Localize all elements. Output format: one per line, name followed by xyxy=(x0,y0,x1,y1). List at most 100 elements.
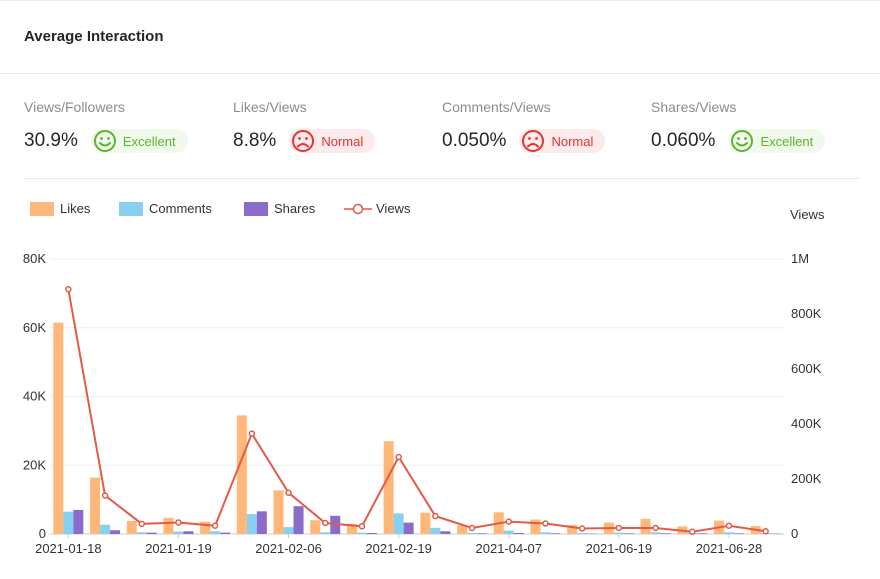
likes-bar xyxy=(640,518,651,534)
comments-bar xyxy=(540,532,551,534)
comments-bar xyxy=(100,524,111,534)
likes-bar xyxy=(126,520,137,534)
shares-bar xyxy=(403,522,414,534)
views-point xyxy=(322,519,329,527)
y-tick-label: 60K xyxy=(23,320,46,335)
comments-bar xyxy=(393,513,404,534)
likes-bar xyxy=(420,512,431,534)
shares-bar xyxy=(660,533,671,534)
comments-bar xyxy=(430,527,441,534)
legend-label: Comments xyxy=(149,201,212,216)
views-point xyxy=(65,286,72,293)
views-point xyxy=(468,524,476,532)
y2-tick-label: 600K xyxy=(791,361,822,376)
shares-bar xyxy=(146,532,157,534)
y2-axis-label: Views xyxy=(790,207,825,222)
likes-bar xyxy=(90,477,101,534)
x-tick-label: 2021-02-06 xyxy=(255,541,322,556)
metric-views-followers: Views/Followers 30.9% Excellent xyxy=(24,99,224,153)
shares-bar xyxy=(256,511,267,534)
shares-bar xyxy=(623,533,634,534)
shares-bar xyxy=(513,532,524,534)
comments-bar xyxy=(613,532,624,534)
metric-value: 0.060% xyxy=(651,130,716,151)
likes-bar xyxy=(310,520,321,534)
shares-bar xyxy=(477,533,488,534)
shares-bar xyxy=(73,509,84,534)
metric-value: 0.050% xyxy=(442,130,507,151)
comments-bar xyxy=(577,532,588,534)
comments-bar xyxy=(723,532,734,534)
y-tick-label: 80K xyxy=(23,251,46,266)
card-header: Average Interaction xyxy=(0,1,880,74)
legend-item-views[interactable]: Views xyxy=(344,201,410,216)
x-tick-label: 2021-06-19 xyxy=(586,541,653,556)
metric-label: Likes/Views xyxy=(233,99,307,115)
y2-tick-label: 800K xyxy=(791,306,822,321)
likes-bar xyxy=(200,521,211,534)
views-point xyxy=(542,520,549,527)
views-point xyxy=(615,524,623,532)
comments-bar xyxy=(650,532,661,534)
views-point xyxy=(395,453,402,461)
comments-bar xyxy=(356,532,367,534)
shares-swatch xyxy=(244,201,268,216)
rating-badge: Excellent xyxy=(90,129,188,153)
y-tick-label: 20K xyxy=(23,457,46,472)
shares-bar xyxy=(733,533,744,534)
x-tick-label: 2021-02-19 xyxy=(365,541,432,556)
frown-icon xyxy=(292,130,315,152)
likes-swatch xyxy=(30,201,54,216)
rating-text: Excellent xyxy=(122,133,176,149)
views-point xyxy=(358,523,366,530)
comments-bar xyxy=(283,527,294,534)
shares-bar xyxy=(440,531,451,534)
comments-bar xyxy=(173,531,184,534)
views-point xyxy=(578,525,586,532)
legend-item-comments[interactable]: Comments xyxy=(119,201,212,216)
x-tick-label: 2021-06-28 xyxy=(696,541,763,556)
legend-label: Likes xyxy=(60,201,91,216)
views-point xyxy=(725,522,733,529)
likes-bar xyxy=(383,441,394,534)
y2-tick-label: 200K xyxy=(791,471,822,486)
metric-label: Views/Followers xyxy=(24,99,125,115)
legend-label: Views xyxy=(376,201,411,216)
shares-bar xyxy=(550,533,561,534)
y2-tick-label: 1M xyxy=(791,251,809,266)
card-title: Average Interaction xyxy=(24,28,164,45)
metric-label: Comments/Views xyxy=(442,99,551,115)
views-point xyxy=(285,489,292,496)
views-point xyxy=(505,518,512,525)
views-line-icon xyxy=(344,203,372,214)
likes-bar xyxy=(346,524,357,534)
shares-bar xyxy=(293,506,304,534)
shares-bar xyxy=(697,533,708,534)
views-point xyxy=(689,528,696,536)
x-tick-label: 2021-04-07 xyxy=(476,541,543,556)
comments-bar xyxy=(63,511,74,534)
comments-bar xyxy=(210,531,221,534)
legend-item-shares[interactable]: Shares xyxy=(244,201,315,216)
rating-text: Normal xyxy=(551,133,594,149)
y-tick-label: 40K xyxy=(23,389,46,404)
likes-bar xyxy=(457,525,468,534)
comments-bar xyxy=(503,530,514,534)
x-tick-label: 2021-01-18 xyxy=(35,541,102,556)
metric-value: 30.9% xyxy=(24,130,78,151)
smile-icon xyxy=(731,130,754,152)
legend-item-likes[interactable]: Likes xyxy=(30,201,90,216)
metric-label: Shares/Views xyxy=(651,99,737,115)
likes-bar xyxy=(567,525,578,534)
views-line xyxy=(67,289,766,533)
rating-badge: Normal xyxy=(289,129,376,153)
likes-bar xyxy=(530,519,541,534)
shares-bar xyxy=(110,530,121,534)
likes-bar xyxy=(163,517,174,534)
views-point xyxy=(432,512,439,520)
y2-tick-label: 400K xyxy=(791,416,822,431)
shares-bar xyxy=(366,532,377,534)
comments-bar xyxy=(246,514,257,534)
